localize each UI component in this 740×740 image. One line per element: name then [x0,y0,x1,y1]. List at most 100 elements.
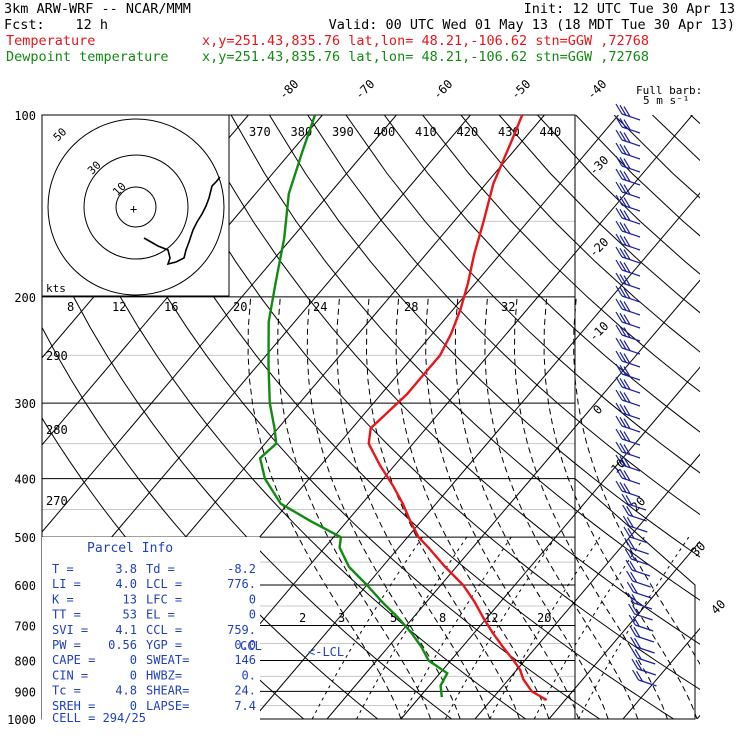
mixing-ratio-label: 5 [390,611,397,625]
wind-barb [626,570,651,588]
wind-barb [624,537,649,555]
pressure-tick-label: 1000 [7,713,36,727]
mixing-ratio-label: 28 [404,300,418,314]
parcel-left-value: 0 [130,699,137,713]
full-barb-unit: 5 m s⁻¹ [643,94,689,107]
wind-barb [630,647,656,665]
wind-barb [615,142,641,160]
wind-barb [626,581,652,599]
parcel-right-label: SWEAT= [146,653,189,667]
wind-barb [615,428,641,446]
theta-side-label: 280 [46,423,68,437]
init-time: Init: 12 UTC Tue 30 Apr 13 [524,1,735,17]
parcel-info-panel: Parcel Info T = 3.8 Td = -8.2 LI = 4.0 LCL = 77… [42,537,260,730]
parcel-right-label: EL = [146,608,175,622]
parcel-right-value: 0 [249,608,256,622]
pressure-tick-label: 400 [14,473,36,487]
isotherm-label: -30 [586,153,611,178]
parcel-left-value: 4.8 [115,684,137,698]
hodograph-speed-unit: kts [46,282,66,295]
parcel-right-value: 146 [234,653,256,667]
theta-side-label: 290 [46,349,68,363]
parcel-left-value: 0.56 [108,638,137,652]
pressure-tick-label: 300 [14,397,36,411]
model-title: 3km ARW-WRF -- NCAR/MMM [4,1,191,17]
wind-barb [615,337,641,355]
wind-barb [615,155,641,173]
wind-barb [615,272,641,290]
wind-barb [615,194,641,212]
wind-barb [615,285,641,303]
wind-barb [622,515,648,533]
theta-label: 390 [332,125,354,139]
mixing-ratio-label: 2 [299,611,306,625]
mixing-ratio-label: 20 [537,611,551,625]
isotherm-label: 40 [708,597,728,617]
theta-label: 410 [415,125,437,139]
wind-barb [615,350,641,368]
wind-barb [615,246,641,264]
pressure-tick-label: 800 [14,654,36,668]
parcel-left-value: 3.8 [115,562,137,576]
parcel-left-label: Tc = [52,684,81,698]
parcel-left-value: 0 [130,653,137,667]
wind-barb [615,311,641,329]
parcel-right-label: SHEAR= [146,684,189,698]
hodograph-trace [143,176,221,266]
parcel-right-value: 759. [227,623,256,637]
fcst-label: Fcst: [4,17,45,33]
wind-barb [625,559,651,577]
mixing-ratio-label: 32 [501,300,515,314]
hodograph-center-mark: + [130,202,137,216]
wind-barb [628,603,653,621]
pressure-tick-label: 200 [14,291,36,305]
temperature-title: Temperature [6,33,95,49]
parcel-left-value: 0 [130,668,137,682]
wind-barb [615,207,641,225]
parcel-right-label: Td = [146,562,175,576]
mixing-ratio-label: 8 [67,300,74,314]
isotherm-label: -60 [430,77,455,102]
wind-barb [615,129,641,147]
isotherm-label: -70 [352,77,377,102]
parcel-left-value: 53 [123,608,137,622]
wind-barb [615,168,641,186]
parcel-left-label: PW = [52,638,81,652]
theta-label: 420 [457,125,479,139]
wind-barb [615,103,641,121]
wind-barbs [615,103,657,687]
wind-barb [624,548,650,566]
parcel-right-label: LFC = [146,592,182,606]
wind-barb [615,480,641,498]
pressure-tick-label: 700 [14,619,36,633]
parcel-left-label: CIN = [52,668,88,682]
parcel-right-label: LAPSE= [146,699,189,713]
mixing-ratio-label: 3 [338,611,345,625]
valid-time: Valid: 00 UTC Wed 01 May 13 (18 MDT Tue … [329,17,735,33]
parcel-right-value: 0. [242,668,256,682]
mixing-ratio-label: 12 [112,300,126,314]
parcel-left-label: LI = [52,577,81,591]
parcel-left-label: SREH = [52,699,95,713]
wind-barb [615,389,641,407]
wind-barb [627,592,653,610]
parcel-right-value: -8.2 [227,562,256,576]
mixing-ratio-label: 12 [484,611,498,625]
pressure-tick-label: 100 [14,109,36,123]
parcel-left-label: T = [52,562,74,576]
theta-side-label: 270 [46,494,68,508]
dewpoint-title: Dewpoint temperature [6,49,169,65]
wind-barb [615,467,641,485]
parcel-left-value: 4.0 [115,577,137,591]
hodograph: + 10 30 50 kts [41,114,230,297]
parcel-right-value: 776. [227,577,256,591]
wind-barb [623,526,649,544]
pressure-tick-label: 500 [14,531,36,545]
parcel-left-label: CAPE = [52,653,95,667]
wind-barb [615,324,641,342]
parcel-left-value: 13 [123,592,137,606]
theta-label: 440 [540,125,562,139]
parcel-left-label: K = [52,592,74,606]
wind-barb [615,454,641,472]
parcel-left-value: 4.1 [115,623,137,637]
